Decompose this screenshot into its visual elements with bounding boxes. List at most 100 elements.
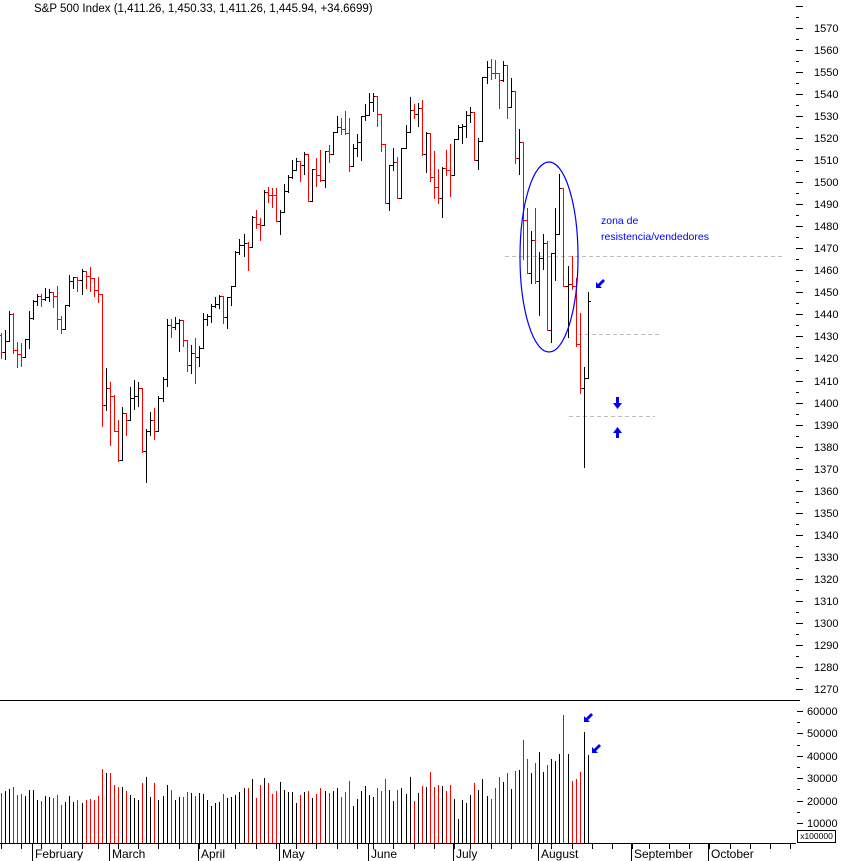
ohlc-bar [181, 320, 186, 347]
high-low-line [361, 116, 362, 161]
ohlc-bar [27, 311, 32, 349]
volume-bar [426, 787, 427, 843]
high-low-line [325, 151, 326, 188]
high-low-line [292, 160, 293, 179]
week-tick [730, 843, 731, 849]
open-tick [262, 225, 264, 226]
ohlc-bar [148, 412, 153, 436]
open-tick [331, 154, 333, 155]
high-low-line [446, 150, 447, 176]
high-low-line [134, 380, 135, 410]
open-tick [464, 126, 466, 127]
open-tick [436, 187, 438, 188]
week-tick [138, 843, 139, 849]
month-separator [631, 843, 632, 861]
open-tick [570, 284, 572, 285]
open-tick [173, 327, 175, 328]
ohlc-bar [339, 118, 344, 135]
open-tick [294, 170, 296, 171]
volume-bar [576, 779, 577, 843]
open-tick [80, 280, 82, 281]
price-axis-tick [796, 381, 803, 382]
resistance-zone-label-line-1: zona de [601, 215, 639, 227]
price-axis-tick [796, 61, 799, 62]
ohlc-bar [132, 380, 137, 410]
open-tick [201, 348, 203, 349]
ohlc-bar [290, 160, 295, 179]
open-tick [250, 247, 252, 248]
open-tick [505, 65, 507, 66]
price-axis-tick [796, 458, 799, 459]
open-tick [205, 319, 207, 320]
week-tick [709, 843, 710, 849]
week-tick [689, 843, 690, 849]
price-axis-tick [796, 601, 803, 602]
month-separator [109, 843, 110, 861]
high-low-line [535, 208, 536, 284]
volume-bar [487, 796, 488, 843]
high-low-line [114, 395, 115, 432]
month-label: May [282, 847, 305, 861]
price-axis-tick [796, 358, 803, 359]
open-tick [278, 221, 280, 222]
high-low-line [410, 97, 411, 133]
ohlc-bar [229, 286, 234, 306]
price-axis-tick [796, 215, 799, 216]
volume-bar [73, 802, 74, 843]
open-tick [379, 114, 381, 115]
volume-bar [349, 781, 350, 843]
price-axis-tick [796, 403, 803, 404]
month-label: February [35, 847, 83, 861]
open-tick [399, 198, 401, 199]
ohlc-bar [88, 267, 93, 292]
high-low-line [462, 124, 463, 144]
volume-bar [227, 798, 228, 843]
ohlc-bar [517, 129, 522, 175]
ohlc-bar [100, 294, 105, 427]
open-tick [574, 286, 576, 287]
volume-axis-tick [797, 767, 800, 768]
close-tick [589, 301, 591, 302]
ohlc-bar [43, 288, 48, 301]
ohlc-bar [128, 387, 133, 421]
volume-bar [195, 796, 196, 843]
week-tick [199, 843, 200, 849]
volume-axis-tick [797, 756, 803, 757]
volume-bar [482, 779, 483, 843]
volume-bar [450, 785, 451, 843]
open-tick [566, 286, 568, 287]
volume-bar [9, 789, 10, 843]
ohlc-bar [161, 377, 166, 402]
high-low-line [264, 190, 265, 226]
price-axis-label: 1510 [814, 155, 838, 167]
high-low-line [69, 275, 70, 307]
ohlc-bar [274, 188, 279, 222]
open-tick [489, 67, 491, 68]
open-tick [432, 177, 434, 178]
close-tick [564, 286, 566, 287]
price-axis-tick [796, 436, 799, 437]
open-tick [169, 325, 171, 326]
price-axis-tick [796, 425, 803, 426]
week-tick [1, 843, 2, 849]
volume-axis-tick [797, 778, 803, 779]
high-low-line [584, 367, 585, 468]
ohlc-bar [501, 61, 506, 82]
volume-bar [345, 792, 346, 843]
price-axis-label: 1310 [814, 596, 838, 608]
open-tick [343, 129, 345, 130]
volume-bar [280, 782, 281, 843]
price-axis-tick [796, 248, 803, 249]
open-tick [108, 388, 110, 389]
volume-bar [292, 792, 293, 843]
week-tick [41, 843, 42, 849]
open-tick [480, 141, 482, 142]
week-tick [118, 843, 119, 849]
ohlc-bar [570, 256, 575, 290]
price-axis-tick [796, 347, 799, 348]
ohlc-bar [23, 339, 28, 358]
ohlc-bar [262, 190, 267, 226]
price-axis-label: 1430 [814, 331, 838, 343]
open-tick [7, 341, 9, 342]
